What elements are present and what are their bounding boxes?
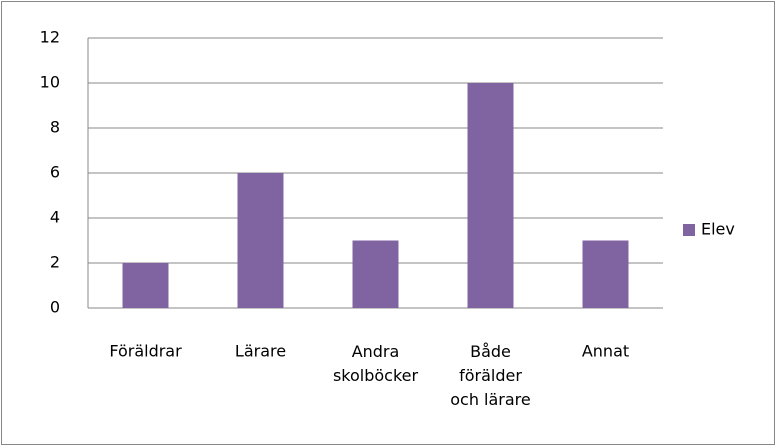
y-tick-label: 2	[50, 253, 60, 272]
bar	[237, 173, 284, 308]
y-tick-label: 12	[40, 28, 60, 47]
y-tick-label: 8	[50, 118, 60, 137]
x-tick-label: Lärare	[235, 342, 286, 361]
legend-swatch	[683, 224, 695, 236]
y-tick-label: 4	[50, 208, 60, 227]
bar	[467, 83, 514, 308]
x-tick-label: Annat	[582, 342, 629, 361]
y-tick-label: 6	[50, 163, 60, 182]
legend-label: Elev	[701, 220, 735, 239]
y-tick-label: 10	[40, 73, 60, 92]
y-tick-label: 0	[50, 298, 60, 317]
x-tick-label: Både förälder och lärare	[450, 342, 531, 409]
bar	[122, 263, 169, 308]
bar	[582, 240, 629, 308]
x-tick-label: Föräldrar	[109, 342, 182, 361]
x-tick-label: Andra skolböcker	[333, 342, 419, 385]
bar	[352, 240, 399, 308]
